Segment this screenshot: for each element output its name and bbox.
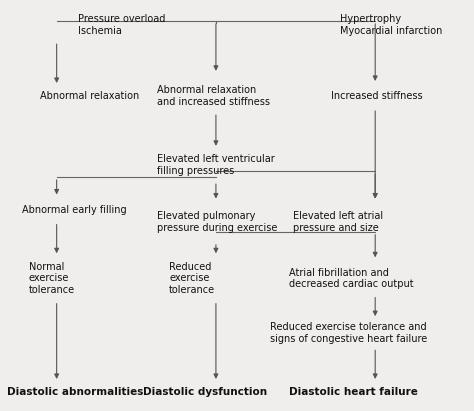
Text: Abnormal early filling: Abnormal early filling [21,205,126,215]
Text: Diastolic dysfunction: Diastolic dysfunction [143,387,267,397]
Text: Pressure overload
Ischemia: Pressure overload Ischemia [78,14,165,36]
Text: Atrial fibrillation and
decreased cardiac output: Atrial fibrillation and decreased cardia… [289,268,413,289]
Text: Elevated pulmonary
pressure during exercise: Elevated pulmonary pressure during exerc… [157,211,278,233]
Text: Normal
exercise
tolerance: Normal exercise tolerance [28,262,75,295]
Text: Hypertrophy
Myocardial infarction: Hypertrophy Myocardial infarction [340,14,442,36]
Text: Diastolic heart failure: Diastolic heart failure [289,387,418,397]
Text: Reduced exercise tolerance and
signs of congestive heart failure: Reduced exercise tolerance and signs of … [270,322,427,344]
Text: Abnormal relaxation: Abnormal relaxation [40,91,139,101]
Text: Elevated left atrial
pressure and size: Elevated left atrial pressure and size [293,211,383,233]
Text: Abnormal relaxation
and increased stiffness: Abnormal relaxation and increased stiffn… [157,85,270,107]
Text: Diastolic abnormalities: Diastolic abnormalities [8,387,144,397]
Text: Reduced
exercise
tolerance: Reduced exercise tolerance [169,262,215,295]
Text: Elevated left ventricular
filling pressures: Elevated left ventricular filling pressu… [157,154,275,176]
Text: Increased stiffness: Increased stiffness [331,91,422,101]
